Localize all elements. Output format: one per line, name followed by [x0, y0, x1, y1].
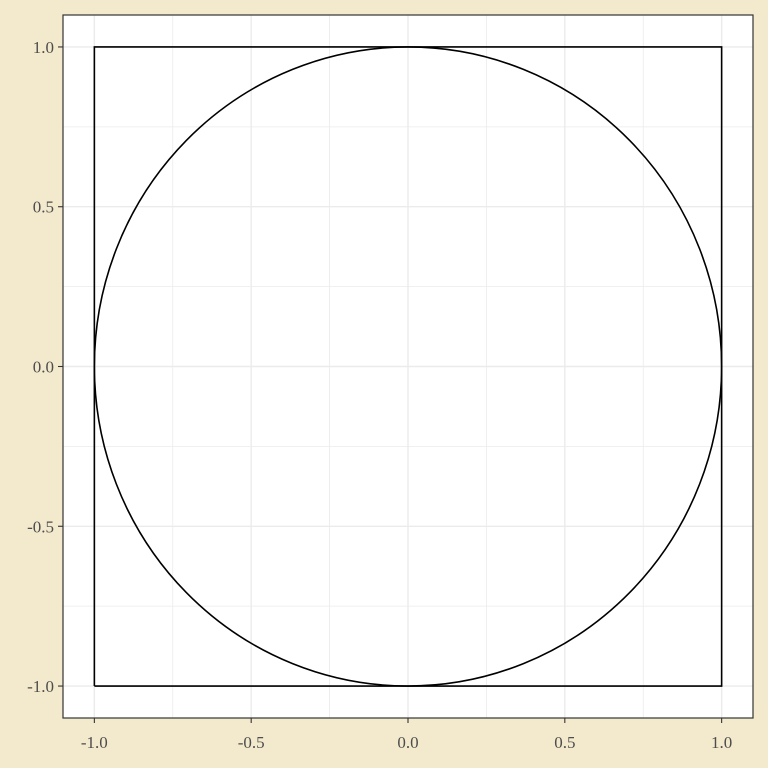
circle-series-line: [93, 46, 723, 687]
y-tick-label: -0.5: [27, 517, 54, 536]
x-axis: -1.0 -0.5 0.0 0.5 1.0: [81, 718, 732, 752]
y-tick-label: 0.5: [33, 198, 54, 217]
square-series-line: [93, 46, 723, 687]
x-tick-label: -1.0: [81, 733, 108, 752]
x-tick-label: 1.0: [711, 733, 732, 752]
y-axis: -1.0 -0.5 0.0 0.5 1.0: [27, 38, 63, 696]
x-tick-label: -0.5: [238, 733, 265, 752]
y-tick-label: -1.0: [27, 677, 54, 696]
series-layer: [93, 46, 723, 687]
y-tick-label: 0.0: [33, 358, 54, 377]
x-tick-label: 0.5: [554, 733, 575, 752]
x-tick-label: 0.0: [397, 733, 418, 752]
y-tick-label: 1.0: [33, 38, 54, 57]
